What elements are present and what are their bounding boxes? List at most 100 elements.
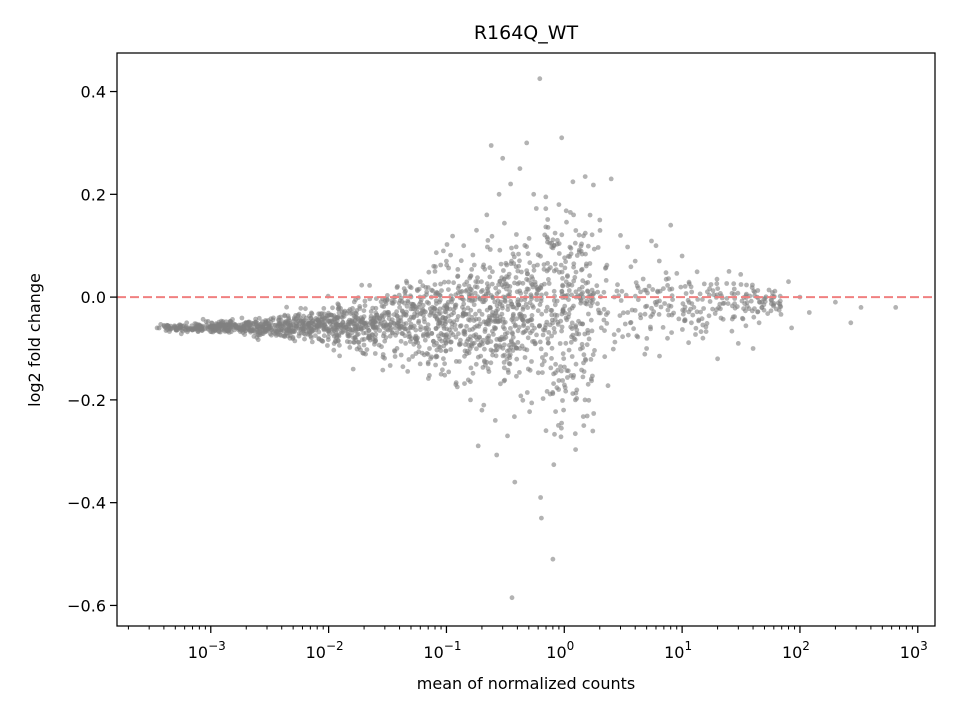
scatter-point — [437, 310, 443, 316]
scatter-point — [559, 324, 565, 330]
scatter-point — [560, 351, 566, 357]
scatter-point — [573, 289, 579, 295]
scatter-point — [540, 370, 545, 375]
data-point — [229, 324, 234, 330]
scatter-point — [755, 288, 761, 293]
scatter-point — [256, 315, 262, 321]
scatter-point — [396, 318, 402, 324]
scatter-point — [417, 361, 423, 367]
scatter-point — [554, 313, 560, 318]
x-tick-label: 10−3 — [188, 639, 226, 662]
scatter-point — [718, 306, 723, 312]
data-point — [543, 428, 549, 434]
scatter-point — [523, 301, 529, 307]
data-point — [326, 318, 331, 324]
scatter-point — [517, 370, 522, 375]
scatter-point — [724, 281, 730, 286]
data-point — [172, 324, 178, 330]
scatter-point — [525, 251, 531, 257]
scatter-point — [441, 343, 447, 349]
scatter-point — [583, 357, 589, 363]
scatter-point — [581, 352, 587, 358]
data-point — [154, 325, 160, 331]
scatter-point — [434, 340, 439, 346]
scatter-point — [511, 311, 516, 317]
scatter-point — [468, 274, 473, 279]
scatter-point — [489, 233, 495, 239]
scatter-point — [743, 323, 749, 329]
scatter-point — [464, 348, 470, 354]
scatter-point — [399, 324, 405, 330]
scatter-point — [598, 325, 604, 331]
scatter-point — [574, 327, 580, 333]
scatter-point — [564, 317, 570, 323]
scatter-point — [400, 331, 405, 336]
scatter-point — [686, 281, 692, 287]
scatter-point — [427, 346, 432, 351]
scatter-point — [694, 269, 700, 275]
scatter-point — [715, 286, 721, 291]
scatter-point — [394, 346, 400, 351]
scatter-point — [514, 373, 519, 379]
scatter-point — [497, 278, 503, 284]
scatter-point — [411, 302, 416, 307]
scatter-point — [473, 361, 479, 367]
scatter-point — [224, 328, 230, 333]
scatter-point — [587, 212, 593, 218]
scatter-point — [615, 282, 620, 288]
scatter-point — [568, 245, 574, 251]
scatter-point — [387, 363, 393, 368]
scatter-point — [421, 312, 426, 318]
scatter-point — [336, 338, 341, 344]
scatter-point — [549, 333, 554, 339]
scatter-point — [530, 303, 535, 309]
scatter-point — [555, 237, 560, 243]
scatter-point — [272, 328, 278, 333]
scatter-point — [406, 357, 412, 362]
scatter-point — [565, 368, 571, 374]
scatter-point — [377, 328, 383, 333]
scatter-point — [448, 297, 454, 302]
scatter-point — [744, 282, 749, 288]
scatter-point — [518, 393, 524, 399]
scatter-point — [551, 462, 557, 468]
data-point — [550, 556, 556, 562]
scatter-point — [579, 284, 585, 290]
scatter-point — [663, 270, 669, 276]
scatter-point — [568, 339, 574, 345]
scatter-point — [416, 286, 422, 292]
data-point — [668, 222, 674, 228]
scatter-point — [285, 333, 291, 339]
data-point — [484, 212, 490, 218]
scatter-point — [751, 314, 757, 320]
data-point — [403, 341, 408, 346]
scatter-point — [706, 313, 712, 319]
scatter-point — [427, 312, 433, 318]
scatter-point — [444, 242, 450, 247]
scatter-point — [464, 323, 469, 329]
scatter-point — [551, 381, 556, 386]
scatter-point — [531, 267, 537, 273]
scatter-point — [542, 232, 548, 238]
scatter-point — [591, 411, 597, 416]
scatter-point — [403, 321, 409, 326]
data-point — [255, 323, 261, 329]
scatter-point — [461, 329, 467, 334]
scatter-point — [738, 282, 744, 287]
x-tick-label: 102 — [782, 639, 810, 662]
scatter-point — [629, 307, 635, 313]
scatter-point — [628, 264, 634, 270]
scatter-point — [515, 268, 521, 274]
scatter-point — [474, 284, 480, 290]
scatter-point — [446, 287, 451, 292]
scatter-point — [429, 331, 435, 336]
data-point — [556, 202, 562, 208]
scatter-point — [662, 301, 667, 306]
scatter-point — [552, 317, 558, 322]
scatter-point — [321, 326, 326, 331]
scatter-point — [477, 321, 483, 327]
scatter-point — [340, 319, 346, 325]
scatter-point — [442, 279, 447, 285]
scatter-point — [335, 322, 341, 328]
scatter-point — [582, 300, 588, 306]
